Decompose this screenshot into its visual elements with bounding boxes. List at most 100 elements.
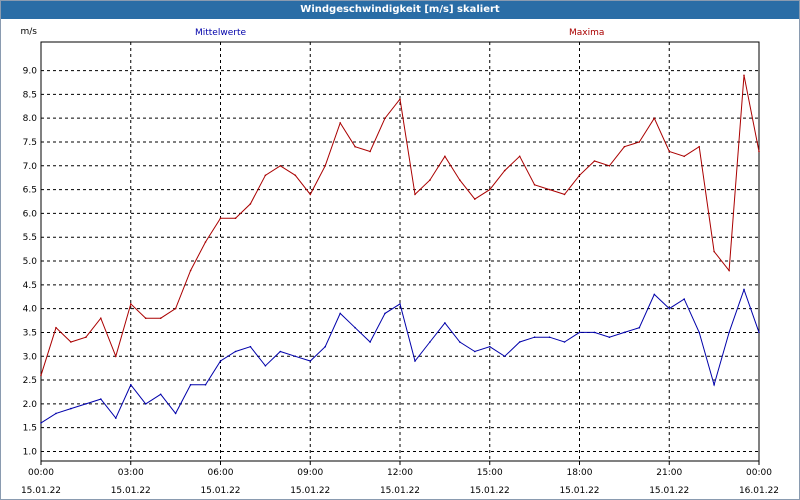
data-point [668,150,671,153]
data-point [489,188,491,191]
data-point [55,326,57,329]
data-point [698,145,700,148]
data-point [533,336,536,339]
data-point [219,360,222,362]
data-point [339,312,342,315]
data-point [429,341,431,343]
x-tick-time-label: 00:00 [28,468,54,478]
data-point [354,145,356,148]
data-point [593,331,596,334]
y-tick-label: 1.0 [23,447,38,457]
data-point [728,269,730,272]
data-point [683,155,685,158]
x-tick-time-label: 09:00 [297,468,323,478]
data-point [444,155,446,158]
x-tick-time-label: 21:00 [656,468,682,478]
window-title: Windgeschwindigkeit [m/s] skaliert [1,1,799,19]
data-point [518,341,521,343]
data-point [608,336,611,339]
data-point [713,384,715,386]
data-point [174,412,177,415]
y-tick-label: 3.5 [23,328,37,338]
data-point [578,174,581,177]
data-point [144,317,147,320]
data-point [100,317,102,320]
y-tick-label: 7.5 [23,138,37,148]
y-tick-label: 8.0 [23,114,38,124]
x-tick-time-label: 06:00 [208,468,234,478]
data-point [563,193,566,196]
data-point [174,307,177,310]
data-point [40,422,42,424]
data-point [339,122,342,124]
y-tick-label: 4.0 [23,305,38,315]
data-point [474,350,476,353]
data-point [713,250,715,253]
data-point [758,150,760,153]
y-tick-label: 6.0 [23,209,38,219]
data-point [204,241,207,243]
data-point [100,398,102,400]
x-tick-date-label: 15.01.22 [470,486,510,496]
series-name-label: Maxima [569,28,604,38]
data-point [204,384,207,386]
data-point [698,331,700,334]
data-point [399,98,401,100]
data-point [608,165,611,167]
data-point [414,193,416,196]
data-point [399,303,401,305]
x-tick-time-label: 18:00 [567,468,593,478]
data-point [533,184,536,186]
data-point [369,150,371,153]
data-point [414,360,416,362]
y-tick-label: 5.5 [23,233,37,243]
data-point [623,331,626,334]
y-tick-label: 8.5 [23,90,37,100]
data-point [85,336,87,339]
x-tick-date-label: 15.01.22 [111,486,151,496]
data-point [653,117,656,119]
data-point [548,188,551,191]
x-tick-time-label: 00:00 [746,468,772,478]
y-tick-label: 4.5 [23,281,37,291]
data-point [309,193,312,196]
data-point [279,350,282,353]
data-point [459,341,461,343]
data-point [219,217,222,219]
data-point [159,393,162,396]
data-point [758,331,760,334]
data-point [683,298,685,300]
data-point [115,417,117,419]
wind-speed-chart: 1.0 1.5 2.0 2.5 3.0 3.5 4.0 4.5 5.0 5.5 6.0 6.5 7.0 7… [21,27,780,496]
x-tick-date-label: 15.01.22 [290,486,330,496]
data-point [85,403,87,405]
data-point [578,331,581,334]
y-tick-label: 2.0 [23,400,38,410]
data-point [294,355,297,358]
data-point [40,374,42,377]
data-point [354,326,356,329]
data-point [130,384,132,386]
data-point [279,165,282,167]
data-point [638,326,641,329]
data-point [130,303,132,305]
data-point [593,160,596,162]
data-point [369,341,371,343]
data-point [743,74,745,77]
data-point [264,174,267,177]
data-point [503,355,506,358]
x-tick-time-label: 03:00 [118,468,144,478]
data-point [55,412,57,415]
data-point [189,269,192,272]
x-tick-time-label: 15:00 [477,468,503,478]
data-point [264,365,267,367]
data-point [728,331,730,334]
data-point [249,203,252,205]
data-point [743,288,745,291]
data-point [518,155,521,158]
data-point [474,198,476,200]
data-point [503,169,506,172]
data-point [189,384,192,386]
data-point [444,322,446,324]
x-tick-date-label: 15.01.22 [559,486,599,496]
